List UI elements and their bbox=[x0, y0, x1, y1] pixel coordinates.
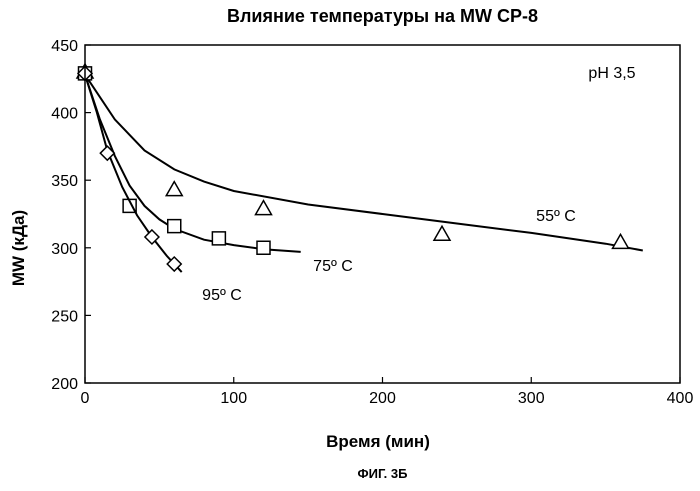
series-95-point bbox=[143, 228, 160, 246]
series-55-point bbox=[164, 180, 184, 197]
series-label-55: 55º C bbox=[536, 208, 576, 225]
ph-annotation: pH 3,5 bbox=[588, 65, 635, 82]
x-tick-label: 100 bbox=[220, 390, 247, 407]
y-tick-label: 400 bbox=[51, 106, 78, 123]
chart-title: Влияние температуры на MW CP-8 bbox=[226, 6, 539, 26]
series-95-point bbox=[99, 145, 116, 162]
series-95-curve bbox=[84, 74, 183, 273]
y-tick-label: 450 bbox=[51, 38, 78, 55]
series-55-point bbox=[611, 232, 630, 250]
series-label-95: 95º C bbox=[202, 287, 242, 304]
series-75-point bbox=[256, 240, 271, 256]
series-label-75: 75º C bbox=[313, 258, 353, 275]
series-95-point bbox=[166, 255, 183, 273]
y-tick-label: 250 bbox=[51, 308, 78, 325]
figure-caption: ФИГ. 3Б bbox=[357, 466, 408, 481]
x-axis-title: Время (мин) bbox=[326, 432, 430, 451]
series-75-point bbox=[167, 218, 182, 234]
y-tick-label: 350 bbox=[51, 173, 78, 190]
x-tick-label: 0 bbox=[81, 390, 90, 407]
y-tick-label: 300 bbox=[51, 241, 78, 258]
x-tick-label: 300 bbox=[518, 390, 545, 407]
series-55-point bbox=[254, 199, 273, 216]
x-tick-label: 400 bbox=[667, 390, 694, 407]
series-55-curve bbox=[84, 74, 643, 252]
y-axis-title: MW (кДа) bbox=[9, 210, 28, 286]
series-75-curve bbox=[84, 74, 301, 253]
y-tick-label: 200 bbox=[51, 376, 78, 393]
series-55-point bbox=[432, 224, 452, 242]
series-75-point bbox=[211, 231, 227, 246]
x-tick-label: 200 bbox=[369, 390, 396, 407]
